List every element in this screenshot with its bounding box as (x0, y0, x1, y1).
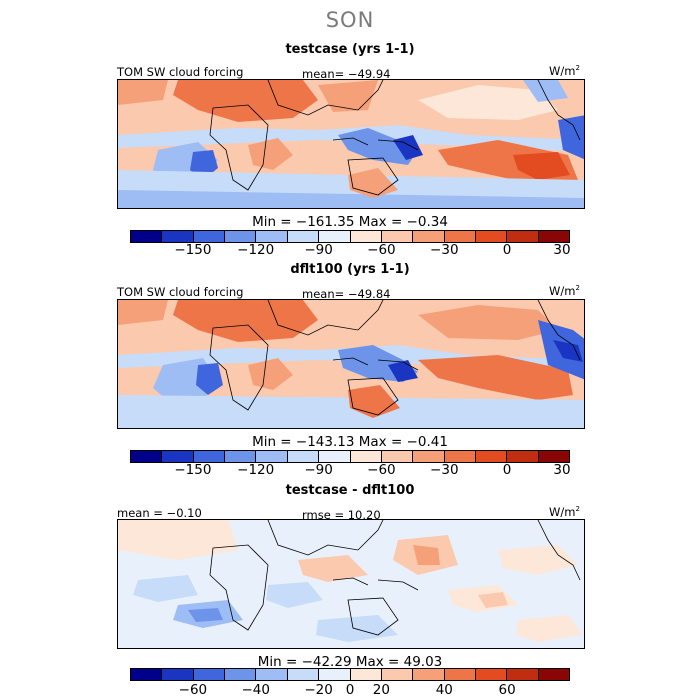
colorbar-tick-label: 30 (553, 462, 571, 478)
panel-2-minmax: Min = −143.13 Max = −0.41 (252, 434, 448, 450)
panel-3-minmax: Min = −42.29 Max = 49.03 (257, 654, 443, 670)
colorbar-swatch (444, 231, 476, 242)
colorbar-tick-label: −120 (237, 242, 275, 258)
panel-3-colorbar-ticks: −60 −40 −20 0 20 40 60 (130, 682, 570, 698)
colorbar-tick-label: −30 (430, 242, 459, 258)
colorbar-swatch (413, 451, 445, 462)
colorbar-swatch (256, 231, 288, 242)
colorbar-swatch (193, 669, 226, 680)
panel-1-units: W/m2 (549, 64, 580, 78)
colorbar-swatch (287, 231, 320, 242)
season-title: SON (325, 8, 375, 32)
colorbar-swatch (193, 231, 226, 242)
panel-2-mean: mean= −49.84 (302, 287, 391, 301)
colorbar-swatch (413, 669, 445, 680)
colorbar-swatch (381, 231, 414, 242)
colorbar-swatch (538, 231, 570, 242)
colorbar-swatch (444, 451, 476, 462)
colorbar-swatch (475, 231, 508, 242)
colorbar-tick-label: −150 (174, 462, 212, 478)
panel-3-units: W/m2 (549, 505, 580, 519)
panel-3-colorbar (130, 668, 570, 681)
colorbar-tick-label: −40 (241, 682, 270, 698)
colorbar-swatch (538, 451, 570, 462)
panel-1-minmax: Min = −161.35 Max = −0.34 (252, 214, 448, 230)
colorbar-swatch (507, 231, 539, 242)
colorbar-tick-label: −20 (304, 682, 333, 698)
panel-1-field-label: TOM SW cloud forcing (117, 65, 244, 79)
colorbar-tick-label: −150 (174, 242, 212, 258)
colorbar-swatch (162, 231, 194, 242)
colorbar-swatch (507, 451, 539, 462)
colorbar-swatch (256, 669, 288, 680)
panel-1-map (117, 79, 585, 209)
colorbar-tick-label: 20 (372, 682, 390, 698)
colorbar-swatch (319, 451, 351, 462)
colorbar-tick-label: 0 (345, 682, 355, 698)
colorbar-swatch (162, 669, 194, 680)
colorbar-tick-label: 40 (435, 682, 453, 698)
colorbar-swatch (381, 451, 414, 462)
panel-2-field-label: TOM SW cloud forcing (117, 285, 244, 299)
panel-2-colorbar (130, 450, 570, 463)
panel-2-title: dflt100 (yrs 1-1) (290, 262, 410, 277)
colorbar-swatch (225, 451, 257, 462)
colorbar-tick-label: 0 (502, 242, 512, 258)
colorbar-tick-label: 30 (553, 242, 571, 258)
panel-3-title: testcase - dflt100 (285, 483, 415, 498)
colorbar-swatch (319, 669, 351, 680)
colorbar-swatch (131, 669, 163, 680)
colorbar-swatch (193, 451, 226, 462)
colorbar-tick-label: −120 (237, 462, 275, 478)
colorbar-tick-label: −90 (304, 462, 333, 478)
panel-1-title: testcase (yrs 1-1) (285, 42, 415, 57)
colorbar-swatch (256, 451, 288, 462)
colorbar-swatch (287, 451, 320, 462)
panel-1-colorbar-ticks: −150 −120 −90 −60 −30 0 30 (130, 242, 570, 258)
panel-3-mean: mean = −0.10 (117, 506, 202, 520)
panel-2-map (117, 299, 585, 429)
colorbar-swatch (538, 669, 570, 680)
colorbar-swatch (381, 669, 414, 680)
colorbar-tick-label: −60 (367, 242, 396, 258)
panel-1-colorbar (130, 230, 570, 243)
colorbar-tick-label: −90 (304, 242, 333, 258)
colorbar-tick-label: 0 (502, 462, 512, 478)
colorbar-swatch (475, 669, 508, 680)
colorbar-swatch (444, 669, 476, 680)
colorbar-tick-label: 60 (498, 682, 516, 698)
colorbar-swatch (350, 451, 382, 462)
colorbar-tick-label: −60 (367, 462, 396, 478)
colorbar-swatch (507, 669, 539, 680)
panel-3-map (117, 519, 585, 649)
colorbar-swatch (475, 451, 508, 462)
panel-2-colorbar-ticks: −150 −120 −90 −60 −30 0 30 (130, 462, 570, 478)
colorbar-swatch (413, 231, 445, 242)
colorbar-swatch (162, 451, 194, 462)
colorbar-swatch (350, 231, 382, 242)
panel-1-mean: mean= −49.94 (302, 67, 391, 81)
colorbar-swatch (319, 231, 351, 242)
panel-3-rmse: rmse = 10.20 (302, 508, 381, 522)
colorbar-swatch (287, 669, 320, 680)
colorbar-tick-label: −30 (430, 462, 459, 478)
colorbar-swatch (131, 231, 163, 242)
colorbar-swatch (225, 669, 257, 680)
colorbar-swatch (225, 231, 257, 242)
colorbar-swatch (131, 451, 163, 462)
colorbar-swatch (350, 669, 382, 680)
colorbar-tick-label: −60 (178, 682, 208, 698)
panel-2-units: W/m2 (549, 284, 580, 298)
